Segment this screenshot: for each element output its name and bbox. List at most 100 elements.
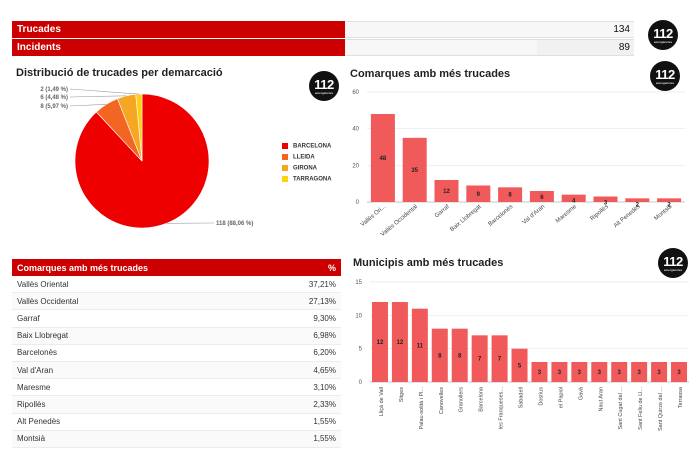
x-tick-label: Naut Aran [598, 387, 604, 411]
logo-112: 112 emergències [658, 248, 688, 278]
logo-112: 112 emergències [650, 61, 680, 91]
bar [511, 348, 528, 382]
x-tick-label: Gavà [578, 386, 584, 400]
bar-value-label: 8 [438, 353, 442, 359]
bar [561, 194, 586, 202]
x-tick-label: Sitges [399, 387, 405, 403]
bar [529, 191, 554, 202]
bar-value-label: 3 [558, 370, 562, 376]
stat-label: Trucades [12, 21, 345, 38]
bar [391, 302, 408, 382]
bar [651, 362, 668, 382]
row-name: Barcelonès [12, 344, 273, 362]
bar-value-label: 11 [417, 343, 424, 349]
row-pct: 27,13% [272, 292, 341, 311]
x-tick-label: Garraf [434, 204, 451, 220]
bar-value-label: 7 [478, 357, 482, 363]
bar-value-label: 3 [598, 370, 602, 376]
bar-value-label: 3 [657, 370, 661, 376]
row-pct: 6,20% [272, 344, 341, 362]
legend-swatch [282, 165, 288, 171]
row-pct: 1,55% [272, 430, 341, 448]
table-row: Baix Llobregat 6,98% [12, 327, 341, 345]
row-name: Montsià [12, 430, 273, 448]
bar-value-label: 3 [604, 201, 608, 207]
row-name: Baix Llobregat [12, 327, 273, 345]
table-row: Alt Penedès 1,55% [12, 413, 341, 431]
bar-value-label: 5 [518, 363, 522, 369]
bar [571, 362, 588, 382]
pie-chart: 118 (88,06 %) 8 (5,97 %) 6 (4,48 %) 2 (1,49… [40, 87, 253, 229]
pie-chart-title: Distribució de trucades per demarcació [16, 67, 223, 79]
x-tick-label: Vallès Ori... [360, 204, 388, 228]
y-tick-label: 40 [352, 127, 359, 133]
logo-number: 112 [653, 26, 673, 41]
logo-subtitle: emergències [663, 268, 683, 272]
legend-item-tarragona: TARRAGONA [282, 176, 332, 183]
x-tick-label: Sant Quirze del ... [658, 387, 664, 431]
logo-112: 112 emergències [309, 71, 339, 101]
legend-swatch [282, 154, 288, 160]
table-row: Vallès Occidental 27,13% [12, 292, 341, 311]
bar-value-label: 8 [508, 193, 512, 199]
table-header-pct: % [272, 259, 341, 276]
bar-value-label: 3 [538, 370, 542, 376]
row-name: Maresme [12, 378, 273, 397]
bar-value-label: 48 [380, 156, 387, 162]
stat-bar-fill [345, 22, 634, 37]
y-tick-label: 10 [355, 313, 362, 319]
legend-label: LLEIDA [293, 154, 315, 161]
bar [371, 302, 388, 382]
x-tick-label: Lliçà de Vall [379, 387, 385, 416]
pie-leader-line [69, 104, 107, 107]
x-tick-label: Dosrius [538, 387, 544, 406]
legend-label: TARRAGONA [293, 176, 332, 183]
comarques-chart-title: Comarques amb més trucades [350, 68, 511, 80]
bar-value-label: 3 [618, 370, 622, 376]
bar-value-label: 2 [667, 202, 671, 208]
bar [593, 196, 618, 202]
row-pct: 1,55% [272, 413, 341, 431]
bar-value-label: 7 [498, 357, 502, 363]
table-row: Ripollès 2,33% [12, 395, 341, 414]
stat-bar: 134 [345, 21, 634, 38]
bar [531, 362, 548, 382]
stat-label: Incidents [12, 39, 345, 56]
table-header-label: Comarques amb més trucades [12, 259, 273, 276]
x-tick-label: Barcelona [479, 386, 485, 412]
x-tick-label: Sabadell [519, 387, 525, 408]
bar-value-label: 12 [443, 189, 450, 195]
stat-bar: 89 [345, 39, 634, 56]
bar [471, 335, 488, 382]
bar-value-label: 3 [578, 370, 582, 376]
table-row: Vallès Oriental 37,21% [12, 276, 341, 294]
x-tick-label: Barcelonès [488, 204, 515, 228]
x-tick-label: Ripollès [590, 204, 610, 222]
y-tick-label: 0 [356, 200, 360, 206]
table-row: Maresme 3,10% [12, 378, 341, 397]
row-pct: 6,98% [272, 327, 341, 345]
table-row: Val d'Aran 4,65% [12, 361, 341, 380]
municipis-chart-title: Municipis amb més trucades [353, 257, 504, 269]
logo-number: 112 [314, 77, 334, 92]
bar-value-label: 2 [636, 202, 640, 208]
row-pct: 37,21% [272, 276, 341, 294]
legend-label: GIRONA [293, 165, 317, 172]
stat-row-trucades: Trucades 134 [12, 21, 634, 38]
y-tick-label: 0 [359, 380, 363, 386]
stat-row-incidents: Incidents 89 [12, 39, 634, 56]
logo-subtitle: emergències [655, 81, 675, 85]
stat-value: 89 [618, 42, 630, 53]
bar-value-label: 3 [637, 370, 641, 376]
legend-item-girona: GIRONA [282, 165, 317, 172]
legend-swatch [282, 143, 288, 149]
table-header: Comarques amb més trucades % [12, 259, 341, 276]
table-row: Garraf 9,30% [12, 309, 341, 328]
bar-value-label: 3 [677, 370, 681, 376]
bar [466, 185, 491, 202]
y-tick-label: 60 [352, 90, 359, 96]
pie-leader-line [69, 88, 139, 95]
logo-subtitle: emergències [653, 40, 673, 44]
row-name: Garraf [12, 309, 273, 328]
